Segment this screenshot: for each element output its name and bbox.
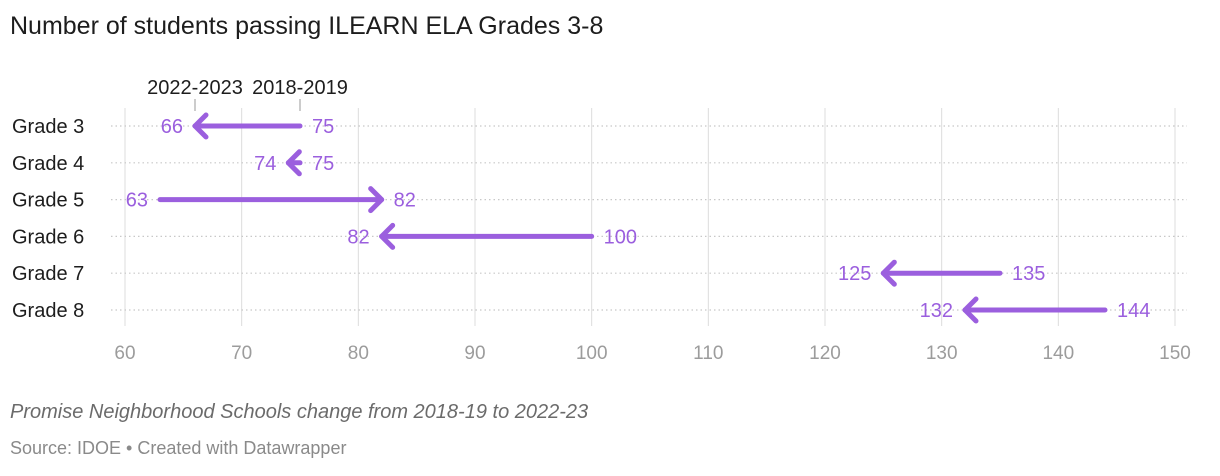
chart-title: Number of students passing ILEARN ELA Gr… [10,12,604,40]
chart-subtitle: Promise Neighborhood Schools change from… [10,401,589,423]
arrow-head [962,296,979,324]
end-value-label: 125 [838,263,871,285]
start-value-label: 75 [312,153,334,175]
x-tick-label: 70 [231,343,252,364]
category-label: Grade 5 [12,190,84,212]
arrow-head [379,222,396,250]
end-value-label: 66 [161,116,183,138]
start-value-label: 135 [1012,263,1045,285]
start-value-label: 63 [126,190,148,212]
x-tick-label: 80 [348,343,369,364]
arrow-head [285,149,302,177]
arrow-head [368,186,385,214]
category-label: Grade 7 [12,263,84,285]
x-tick-label: 60 [114,343,135,364]
x-tick-label: 90 [464,343,485,364]
start-value-label: 100 [604,226,637,248]
x-tick-label: 150 [1159,343,1191,364]
x-tick-label: 100 [576,343,608,364]
legend-annotation-label: 2018-2019 [252,77,348,99]
legend-annotation-label: 2022-2023 [147,77,243,99]
end-value-label: 82 [347,226,369,248]
x-tick-label: 110 [693,343,723,364]
end-value-label: 82 [394,190,416,212]
chart-source: Source: IDOE • Created with Datawrapper [10,438,347,458]
x-tick-label: 120 [809,343,841,364]
arrow-head [880,259,897,287]
end-value-label: 74 [254,153,276,175]
category-label: Grade 8 [12,300,84,322]
start-value-label: 144 [1117,300,1150,322]
arrow-head [192,112,209,140]
x-tick-label: 140 [1042,343,1074,364]
x-tick-label: 130 [926,343,958,364]
start-value-label: 75 [312,116,334,138]
end-value-label: 132 [920,300,953,322]
category-label: Grade 6 [12,226,84,248]
category-label: Grade 3 [12,116,84,138]
category-label: Grade 4 [12,153,84,175]
